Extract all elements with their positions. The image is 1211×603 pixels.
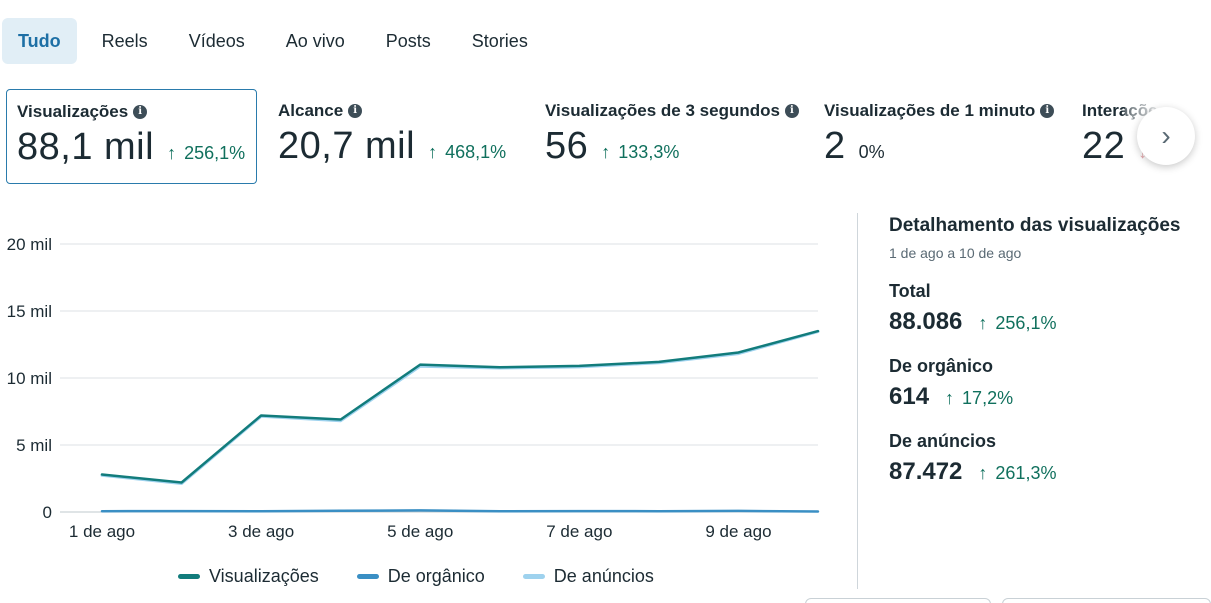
tab-stories[interactable]: Stories xyxy=(471,30,528,51)
y-tick-label: 5 mil xyxy=(16,436,52,455)
breakdown-label: De orgânico xyxy=(889,356,994,376)
y-tick-label: 0 xyxy=(43,503,52,522)
arrow-up-icon: ↑ xyxy=(978,313,988,333)
breakdown-row: 614 ↑ 17,2% xyxy=(889,383,1211,411)
breakdown-value: 614 xyxy=(889,383,930,410)
series-line-1 xyxy=(100,509,820,513)
tab-reels[interactable]: Reels xyxy=(101,30,148,51)
breakdown-change: ↑ 17,2% xyxy=(945,388,1013,409)
metric-value: 22 xyxy=(1082,125,1126,167)
metric-change: ↑ 468,1% xyxy=(428,142,506,163)
info-icon[interactable]: i xyxy=(133,105,148,119)
legend-label: De orgânico xyxy=(387,566,485,586)
x-tick-label: 7 de ago xyxy=(546,522,612,541)
metric-value: 2 xyxy=(824,125,846,167)
legend-item-visualizacoes[interactable]: Visualizações xyxy=(178,566,319,587)
metric-card-visualizacoes-3s[interactable]: Visualizações de 3 segundos i 56 ↑ 133,3% xyxy=(535,89,810,184)
tab-videos[interactable]: Vídeos xyxy=(188,30,245,51)
metric-label: Alcance i xyxy=(278,101,520,121)
x-tick-label: 9 de ago xyxy=(705,522,771,541)
x-tick-label: 3 de ago xyxy=(228,522,294,541)
metric-row: 2 0% xyxy=(824,125,1060,168)
tab-tudo[interactable]: Tudo xyxy=(2,18,77,64)
views-line-chart: 0 5 mil 10 mil 15 mil 20 mil 1 de ago 3 de ago… xyxy=(7,235,820,541)
metric-label: Visualizações i xyxy=(17,102,246,122)
legend-item-anuncios[interactable]: De anúncios xyxy=(522,566,654,587)
metric-label-text: Visualizações de 3 segundos xyxy=(545,101,780,120)
legend-label: De anúncios xyxy=(553,566,654,586)
breakdown-change: ↑ 261,3% xyxy=(978,463,1056,484)
breakdown-value: 87.472 xyxy=(889,458,963,485)
partial-button[interactable] xyxy=(805,598,991,603)
chart-legend: Visualizações De orgânico De anúncios xyxy=(178,566,692,587)
metric-label: Visualizações de 1 minuto i xyxy=(824,101,1060,121)
metric-change: ↑ 133,3% xyxy=(601,142,679,163)
metric-label: Visualizações de 3 segundos i xyxy=(545,101,800,121)
tab-posts[interactable]: Posts xyxy=(385,30,431,51)
breakdown-change-text: 261,3% xyxy=(995,463,1057,483)
views-breakdown-panel: Detalhamento das visualizações 1 de ago … xyxy=(889,215,1211,486)
metric-card-visualizacoes-1min[interactable]: Visualizações de 1 minuto i 2 0% xyxy=(814,89,1070,184)
metric-label-text: Visualizações xyxy=(17,102,129,121)
date-range: 1 de ago a 10 de ago xyxy=(889,245,1022,261)
info-icon[interactable]: i xyxy=(348,104,363,118)
breakdown-anuncios: De anúncios 87.472 ↑ 261,3% xyxy=(889,431,1211,486)
panel-title: Detalhamento das visualizações xyxy=(889,215,1181,236)
metric-change: ↑ 256,1% xyxy=(167,143,245,164)
y-tick-label: 15 mil xyxy=(7,302,52,321)
breakdown-change-text: 17,2% xyxy=(962,388,1014,408)
content-type-tabs: Tudo Reels Vídeos Ao vivo Posts Stories xyxy=(0,18,544,64)
breakdown-change: ↑ 256,1% xyxy=(978,313,1056,334)
metric-change-text: 0% xyxy=(858,142,885,162)
arrow-up-icon: ↑ xyxy=(978,463,988,483)
x-tick-label: 1 de ago xyxy=(69,522,135,541)
partial-button[interactable] xyxy=(1002,598,1211,603)
breakdown-row: 87.472 ↑ 261,3% xyxy=(889,458,1211,486)
metric-change-text: 256,1% xyxy=(184,143,246,163)
metric-change-text: 468,1% xyxy=(445,142,507,162)
metric-value: 88,1 mil xyxy=(17,126,155,168)
legend-item-organico[interactable]: De orgânico xyxy=(356,566,485,587)
metric-row: 88,1 mil ↑ 256,1% xyxy=(17,126,246,169)
info-icon[interactable]: i xyxy=(784,104,799,118)
breakdown-total: Total 88.086 ↑ 256,1% xyxy=(889,281,1211,336)
legend-label: Visualizações xyxy=(209,566,319,586)
breakdown-label: De anúncios xyxy=(889,431,997,451)
tab-ao-vivo[interactable]: Ao vivo xyxy=(285,30,345,51)
arrow-up-icon: ↑ xyxy=(167,143,177,163)
metric-label-text: Alcance xyxy=(278,101,344,120)
arrow-up-icon: ↑ xyxy=(601,142,611,162)
breakdown-label: Total xyxy=(889,281,931,301)
metric-value: 20,7 mil xyxy=(278,125,416,167)
legend-swatch xyxy=(356,574,379,579)
metric-row: 56 ↑ 133,3% xyxy=(545,125,800,168)
legend-swatch xyxy=(522,574,545,579)
breakdown-value: 88.086 xyxy=(889,308,963,335)
chevron-right-icon: › xyxy=(1161,120,1171,151)
metric-change: 0% xyxy=(859,142,885,163)
x-tick-label: 5 de ago xyxy=(387,522,453,541)
breakdown-change-text: 256,1% xyxy=(995,313,1057,333)
info-icon[interactable]: i xyxy=(1040,104,1055,118)
arrow-up-icon: ↑ xyxy=(945,388,955,408)
y-tick-label: 10 mil xyxy=(7,369,52,388)
breakdown-organico: De orgânico 614 ↑ 17,2% xyxy=(889,356,1211,411)
metric-card-alcance[interactable]: Alcance i 20,7 mil ↑ 468,1% xyxy=(268,89,530,184)
y-tick-label: 20 mil xyxy=(7,235,52,254)
metric-change-text: 133,3% xyxy=(618,142,680,162)
legend-swatch xyxy=(178,574,200,579)
series-line-0 xyxy=(100,329,820,484)
arrow-up-icon: ↑ xyxy=(428,142,438,162)
series-line-2 xyxy=(100,330,820,485)
metric-row: 20,7 mil ↑ 468,1% xyxy=(278,125,520,168)
metric-label-text: Visualizações de 1 minuto xyxy=(824,101,1036,120)
panel-divider xyxy=(857,213,858,589)
carousel-next-button[interactable]: › xyxy=(1137,107,1195,165)
metric-card-visualizacoes[interactable]: Visualizações i 88,1 mil ↑ 256,1% xyxy=(6,89,257,184)
breakdown-row: 88.086 ↑ 256,1% xyxy=(889,308,1211,336)
metric-value: 56 xyxy=(545,125,589,167)
